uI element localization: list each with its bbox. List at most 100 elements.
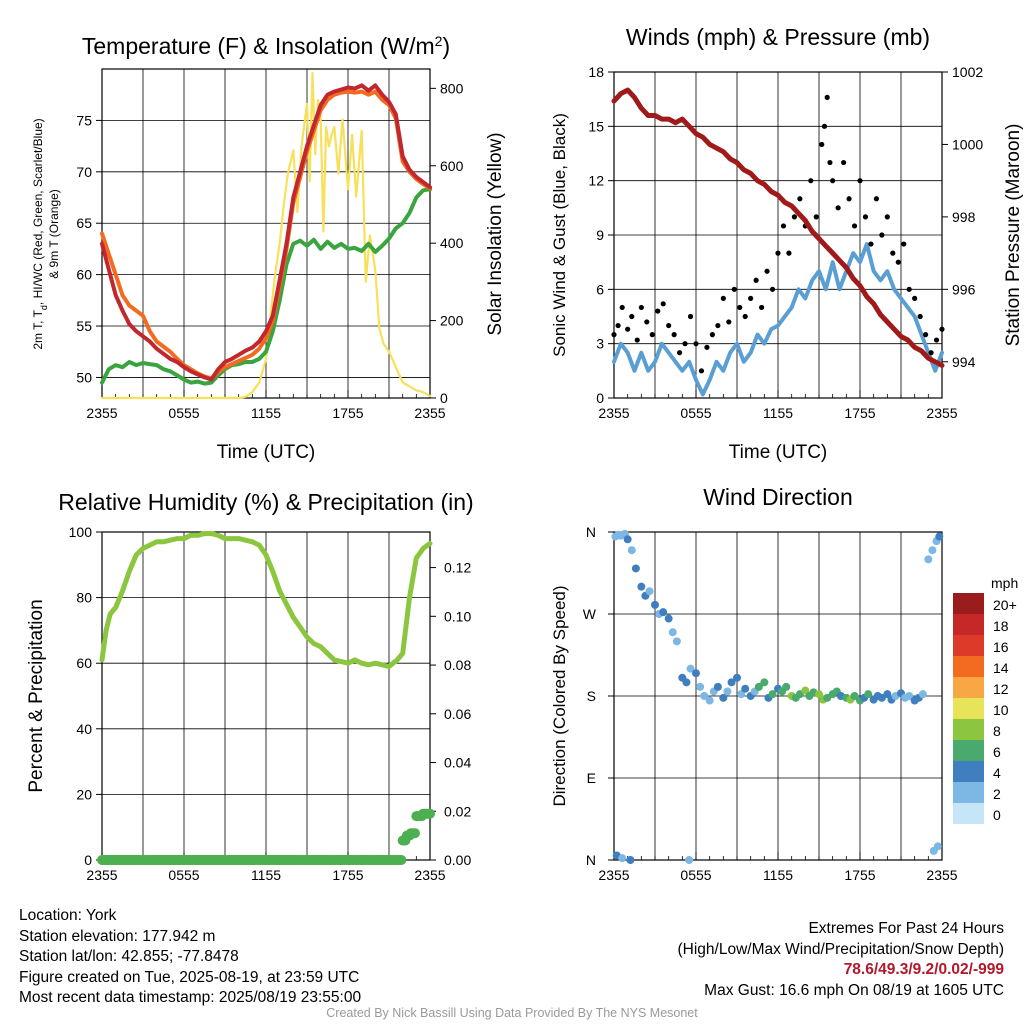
winds-gust-point — [879, 232, 885, 238]
station-info: Location: York Station elevation: 177.94… — [19, 906, 361, 1009]
winds-gust-point — [644, 319, 650, 325]
wind-dir-point — [692, 669, 700, 678]
temp-x-tick-label: 1755 — [332, 405, 363, 421]
wind-dir-point — [668, 628, 677, 637]
winds-gust-point — [615, 322, 621, 329]
wind-dir-legend-label: 16 — [993, 639, 1009, 655]
winds-gust-point — [923, 332, 929, 338]
temp-y2-tick-label: 600 — [440, 158, 464, 174]
wind-dir-point — [719, 693, 728, 702]
winds-gust-point — [634, 337, 640, 343]
wind-dir-point — [782, 682, 791, 691]
wind-dir-point — [705, 696, 714, 705]
temp-y-axis-label: 2m T, Td, HI/WC (Red, Green, Scarlet/Blu… — [31, 118, 49, 349]
winds-gust-point — [737, 304, 743, 311]
winds-gust-point — [895, 259, 901, 265]
rh-precip-point — [425, 808, 435, 819]
rh-y-tick-label: 100 — [69, 524, 93, 540]
wind-dir-point — [696, 682, 705, 691]
elevation-text: Station elevation: 177.942 m — [19, 927, 216, 945]
wind-dir-point — [918, 690, 927, 699]
winds-gust-point — [846, 196, 852, 202]
rh-y-tick-label: 80 — [76, 590, 92, 606]
winds-gust-point — [666, 322, 672, 329]
winds-x-tick-label: 1155 — [763, 405, 793, 421]
rh-axes — [101, 531, 431, 861]
wind-dir-point — [723, 687, 732, 696]
winds-gust-point — [841, 159, 847, 166]
temp-y2-tick-label: 800 — [440, 80, 464, 96]
winds-x-tick-label: 1755 — [844, 405, 875, 421]
wind-dir-y-tick-label: S — [587, 688, 596, 704]
extremes-info: Extremes For Past 24 Hours (High/Low/Max… — [678, 919, 1005, 1001]
rh-y-tick-label: 60 — [76, 655, 92, 671]
wind-dir-point — [686, 664, 695, 673]
winds-y2-tick-label: 1000 — [952, 136, 983, 152]
wind-dir-y-tick-label: E — [587, 770, 596, 786]
wind-dir-legend-label: 20+ — [993, 597, 1017, 613]
winds-gust-point — [819, 141, 825, 148]
rh-y2-tick-label: 0.00 — [444, 852, 471, 868]
wind-dir-legend-swatch — [953, 614, 984, 635]
winds-gust-point — [753, 277, 759, 283]
winds-x-tick-label: 2355 — [598, 405, 629, 421]
winds-y-tick-label: 12 — [588, 173, 604, 189]
wind-dir-legend-label: 8 — [993, 723, 1001, 739]
rh-x-tick-label: 1155 — [251, 867, 281, 883]
winds-gust-point — [629, 313, 635, 320]
temp-y-tick-label: 50 — [76, 369, 92, 385]
winds-gust-point — [625, 326, 631, 332]
wind-dir-point — [651, 600, 659, 609]
winds-gust-point — [873, 196, 880, 202]
wind-dir-point — [659, 608, 668, 617]
winds-gust-point — [677, 350, 683, 356]
rh-y2-tick-label: 0.06 — [444, 706, 471, 722]
rh-y-tick-label: 20 — [76, 786, 92, 802]
wind-dir-legend-label: 14 — [993, 660, 1009, 676]
rh-x-tick-label: 1755 — [332, 867, 363, 883]
wind-dir-point — [933, 842, 942, 851]
temp-y2-axis-label: Solar Insolation (Yellow) — [485, 132, 506, 335]
winds-gust-point — [660, 301, 666, 307]
winds-gust-point — [901, 241, 907, 247]
wind-dir-point — [737, 690, 746, 699]
wind-dir-point — [631, 564, 640, 573]
rh-y-tick-label: 0 — [84, 852, 92, 868]
wind-dir-point — [768, 690, 777, 699]
winds-x-tick-label: 0555 — [680, 405, 711, 421]
rh-y2-tick-label: 0.10 — [444, 608, 471, 624]
wind-dir-legend-label: 10 — [993, 702, 1009, 718]
winds-gust-point — [797, 196, 803, 202]
winds-gust-point — [748, 295, 754, 301]
winds-gust-point — [649, 332, 655, 338]
winds-gust-point — [906, 286, 912, 292]
wind-dir-point — [754, 682, 763, 691]
wind-dir-x-tick-label: 1155 — [763, 867, 793, 883]
winds-y-tick-label: 15 — [588, 118, 604, 134]
wind-dir-x-tick-label: 2355 — [598, 867, 629, 883]
winds-gust-point — [655, 308, 661, 314]
winds-gust-point — [698, 368, 705, 374]
rh-x-tick-label: 2355 — [86, 867, 117, 883]
winds-x-axis-label: Time (UTC) — [729, 442, 828, 463]
winds-gust-point — [857, 178, 863, 184]
wind-dir-point — [664, 614, 673, 623]
winds-gust-point — [933, 337, 940, 343]
wind-dir-y-tick-label: W — [583, 606, 597, 622]
temp-y2-tick-label: 0 — [440, 390, 448, 406]
wind-dir-point — [685, 856, 694, 864]
wind-dir-legend: mph 20+ 18 16 14 12 10 8 6 4 2 0 — [953, 575, 1018, 824]
wind-dir-point — [727, 678, 736, 687]
wind-dir-legend-swatch — [953, 782, 984, 803]
winds-gust-point — [687, 313, 694, 320]
wind-dir-point — [924, 555, 933, 564]
wind-dir-y-axis-label: Direction (Colored By Speed) — [550, 585, 569, 806]
wind-dir-x-tick-label: 2355 — [926, 867, 957, 883]
winds-y-tick-label: 18 — [588, 64, 604, 80]
winds-series-sonic-wind — [612, 242, 944, 397]
wind-dir-point — [713, 682, 722, 691]
winds-y2-tick-label: 994 — [952, 354, 976, 370]
winds-gust-point — [928, 350, 934, 356]
temp-y-tick-label: 75 — [76, 112, 92, 128]
winds-gust-point — [835, 205, 841, 211]
